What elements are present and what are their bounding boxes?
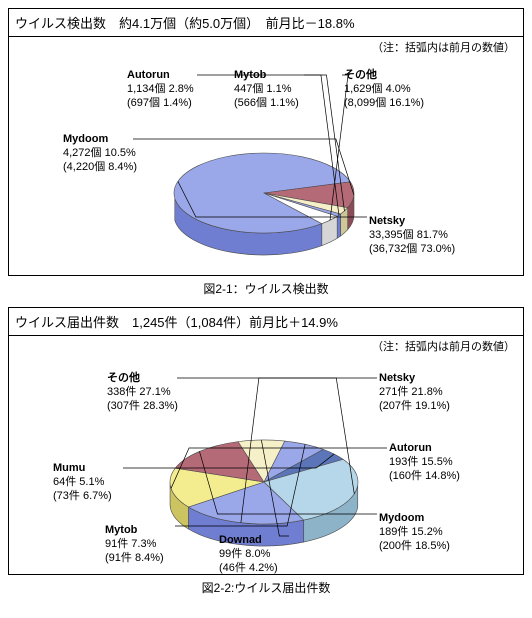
slice-line1: 193件 15.5% [389, 456, 460, 470]
slice-name: Mydoom [379, 512, 450, 526]
slice-name: Autorun [127, 69, 194, 83]
slice-line2: (307件 28.3%) [107, 400, 178, 414]
slice-line1: 1,134個 2.8% [127, 83, 194, 97]
slice-line2: (160件 14.8%) [389, 470, 460, 484]
chart2-panel: ウイルス届出件数 1,245件（1,084件）前月比＋14.9% （注：括弧内は… [8, 307, 524, 575]
slice-line1: 447個 1.1% [234, 83, 299, 97]
slice-line1: 33,395個 81.7% [369, 229, 455, 243]
slice-line2: (4,220個 8.4%) [63, 161, 137, 175]
slice-line2: (36,732個 73.0%) [369, 243, 455, 257]
slice-label: Mytob91件 7.3%(91件 8.4%) [105, 524, 164, 565]
chart2-note: （注：括弧内は前月の数値） [9, 336, 523, 354]
chart1-title: ウイルス検出数 約4.1万個（約5.0万個） 前月比－18.8% [9, 9, 523, 37]
slice-line1: 4,272個 10.5% [63, 147, 137, 161]
chart1-caption: 図2-1：ウイルス検出数 [8, 280, 524, 297]
slice-label: Netsky33,395個 81.7%(36,732個 73.0%) [369, 215, 455, 256]
slice-line2: (91件 8.4%) [105, 552, 164, 566]
slice-name: Mytob [105, 524, 164, 538]
chart1-area: Netsky33,395個 81.7%(36,732個 73.0%) Mydoom… [9, 55, 523, 275]
slice-label: Mytob447個 1.1%(566個 1.1%) [234, 69, 299, 110]
slice-line2: (697個 1.4%) [127, 97, 194, 111]
slice-label: Mydoom4,272個 10.5%(4,220個 8.4%) [63, 133, 137, 174]
slice-line1: 1,629個 4.0% [344, 83, 424, 97]
slice-name: Netsky [379, 372, 450, 386]
slice-name: Mumu [53, 462, 112, 476]
chart2-area: Netsky271件 21.8%(207件 19.1%) Autorun193件 … [9, 354, 523, 574]
slice-line1: 189件 15.2% [379, 526, 450, 540]
chart2-title: ウイルス届出件数 1,245件（1,084件）前月比＋14.9% [9, 308, 523, 336]
slice-label: Autorun1,134個 2.8%(697個 1.4%) [127, 69, 194, 110]
slice-label: Mydoom189件 15.2%(200件 18.5%) [379, 512, 450, 553]
slice-label: Mumu64件 5.1%(73件 6.7%) [53, 462, 112, 503]
slice-line2: (46件 4.2%) [219, 562, 278, 576]
slice-name: Mytob [234, 69, 299, 83]
slice-line1: 64件 5.1% [53, 476, 112, 490]
chart2-caption: 図2-2:ウイルス届出件数 [8, 579, 524, 596]
chart1-note: （注：括弧内は前月の数値） [9, 37, 523, 55]
chart1-panel: ウイルス検出数 約4.1万個（約5.0万個） 前月比－18.8% （注：括弧内は… [8, 8, 524, 276]
slice-label: Downad99件 8.0%(46件 4.2%) [219, 534, 278, 575]
slice-line2: (8,099個 16.1%) [344, 97, 424, 111]
slice-name: Autorun [389, 442, 460, 456]
slice-label: その他338件 27.1%(307件 28.3%) [107, 372, 178, 413]
slice-name: その他 [344, 69, 424, 83]
slice-label: Netsky271件 21.8%(207件 19.1%) [379, 372, 450, 413]
slice-name: Mydoom [63, 133, 137, 147]
slice-label: Autorun193件 15.5%(160件 14.8%) [389, 442, 460, 483]
slice-line1: 271件 21.8% [379, 386, 450, 400]
slice-name: その他 [107, 372, 178, 386]
slice-label: その他1,629個 4.0%(8,099個 16.1%) [344, 69, 424, 110]
slice-name: Netsky [369, 215, 455, 229]
slice-name: Downad [219, 534, 278, 548]
slice-line1: 338件 27.1% [107, 386, 178, 400]
slice-line1: 91件 7.3% [105, 538, 164, 552]
slice-line1: 99件 8.0% [219, 548, 278, 562]
slice-line2: (207件 19.1%) [379, 400, 450, 414]
slice-line2: (73件 6.7%) [53, 490, 112, 504]
slice-line2: (200件 18.5%) [379, 540, 450, 554]
slice-line2: (566個 1.1%) [234, 97, 299, 111]
